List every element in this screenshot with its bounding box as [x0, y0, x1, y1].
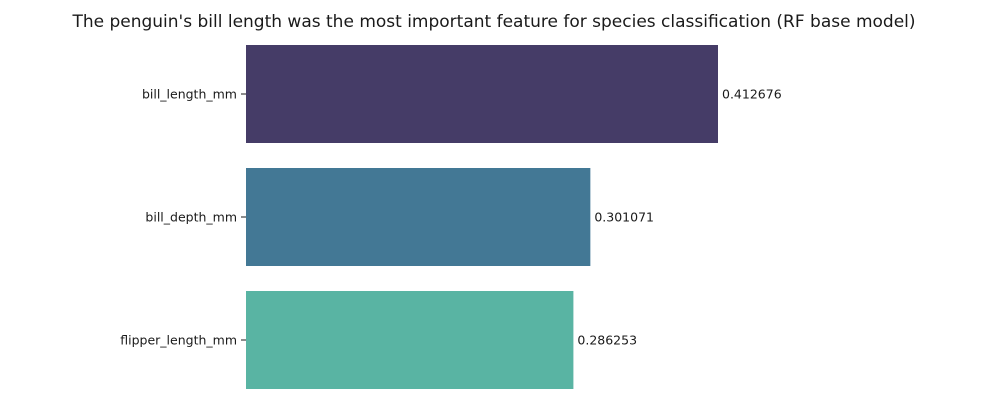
chart-title: The penguin's bill length was the most i… [71, 12, 915, 32]
bar-bill-length-mm [246, 45, 718, 143]
data-label-bill-length-mm: 0.412676 [722, 87, 782, 102]
y-tick-label-flipper-length-mm: flipper_length_mm [120, 333, 237, 348]
y-tick-label-bill-length-mm: bill_length_mm [142, 87, 237, 102]
y-tick-label-bill-depth-mm: bill_depth_mm [145, 210, 237, 225]
data-label-bill-depth-mm: 0.301071 [594, 210, 654, 225]
data-label-flipper-length-mm: 0.286253 [577, 333, 637, 348]
bar-flipper-length-mm [246, 291, 574, 389]
bar-bill-depth-mm [246, 168, 591, 266]
plot-area: bill_length_mm 0.412676 bill_depth_mm 0.301… [120, 45, 782, 389]
